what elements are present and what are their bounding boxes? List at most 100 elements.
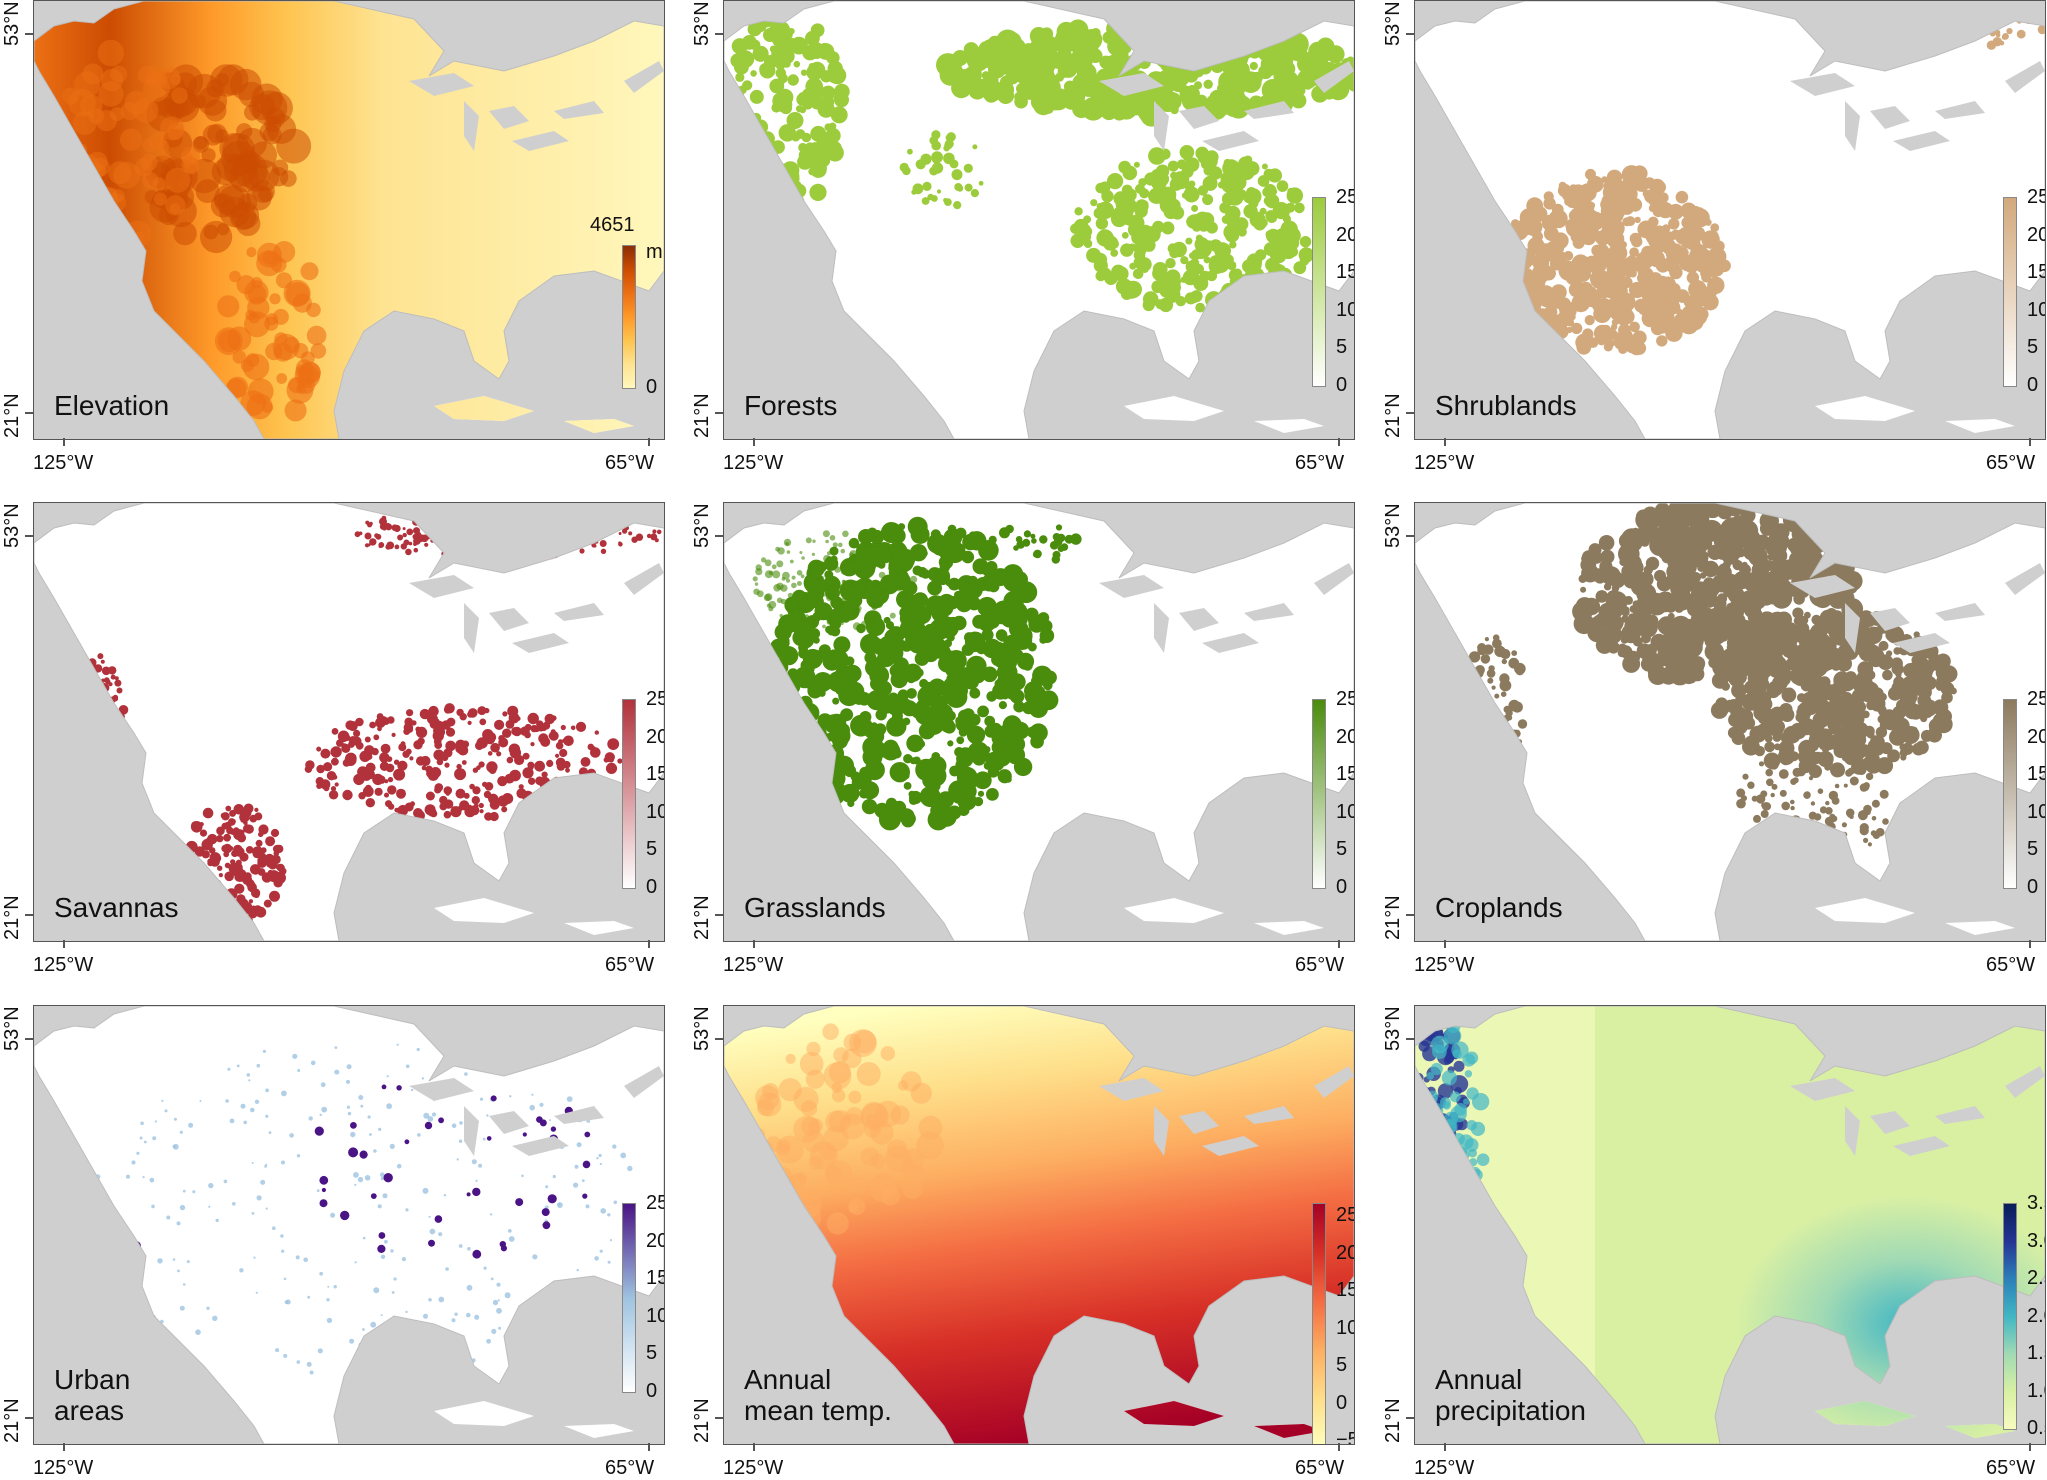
pixel-cluster [805,614,810,619]
pixel-cluster [229,846,234,851]
pixel-cluster [967,726,985,744]
pixel-cluster [759,63,775,79]
pixel-cluster [340,1211,349,1220]
pixel-cluster [801,1117,820,1136]
pixel-cluster [809,62,825,78]
pixel-cluster [1453,1147,1463,1157]
pixel-cluster [1676,191,1689,204]
pixel-cluster [937,189,941,193]
pixel-cluster [1540,252,1547,259]
pixel-cluster [1616,182,1631,197]
pixel-cluster [829,613,834,618]
pixel-cluster [257,1195,262,1200]
pixel-cluster [460,1061,464,1065]
pixel-cluster [456,789,466,799]
colorbar-tick-label: 10 [2027,802,2046,822]
pixel-cluster [100,695,108,703]
pixel-cluster [952,169,963,180]
pixel-cluster [402,751,409,758]
pixel-cluster [793,752,808,767]
pixel-cluster [1828,849,1834,855]
pixel-cluster [1825,549,1840,564]
pixel-cluster [1129,263,1136,270]
pixel-cluster [1774,579,1794,599]
pixel-cluster [1823,847,1829,853]
lon-label-left: 125°W [723,954,783,977]
pixel-cluster [544,784,551,791]
pixel-cluster [1857,753,1863,759]
pixel-cluster [496,1308,502,1314]
pixel-cluster [804,582,809,587]
pixel-cluster [507,757,514,764]
pixel-cluster [501,538,505,542]
pixel-cluster [596,536,600,540]
lat-tick [715,33,723,35]
pixel-cluster [1501,242,1518,259]
pixel-cluster [83,729,89,735]
pixel-cluster [77,702,85,710]
pixel-cluster [327,1286,329,1288]
pixel-cluster [1953,31,1958,36]
pixel-cluster [1596,285,1610,299]
pixel-cluster [1941,14,1946,19]
pixel-cluster [508,532,515,539]
pixel-cluster [264,1165,267,1168]
pixel-cluster [913,183,924,194]
pixel-cluster [68,190,85,207]
pixel-cluster [1216,26,1230,40]
pixel-cluster [2024,10,2032,18]
pixel-cluster [577,1269,579,1271]
pixel-cluster [811,765,820,774]
pixel-cluster [801,70,807,76]
pixel-cluster [1999,13,2005,19]
pixel-cluster [1300,256,1309,265]
pixel-cluster [1886,650,1892,656]
pixel-cluster [479,525,482,528]
pixel-cluster [876,709,887,720]
pixel-cluster [1245,188,1262,205]
pixel-cluster [437,759,444,766]
pixel-cluster [94,1190,97,1193]
pixel-cluster [403,533,407,537]
pixel-cluster [1930,10,1935,15]
pixel-cluster [579,548,584,553]
colorbar-tick-label: 25 [1336,187,1355,207]
pixel-cluster [576,722,586,732]
pixel-cluster [463,508,470,515]
pixel-cluster [1415,1095,1427,1107]
pixel-cluster [977,706,989,718]
pixel-cluster [521,1175,524,1178]
pixel-cluster [115,1243,118,1246]
pixel-cluster [474,1315,479,1320]
pixel-cluster [1622,217,1631,226]
pixel-cluster [1446,1148,1463,1165]
pixel-cluster [1842,822,1847,827]
pixel-cluster [1925,704,1935,714]
pixel-cluster [1633,342,1646,355]
pixel-cluster [1872,800,1880,808]
pixel-cluster [1956,8,1960,12]
pixel-cluster [434,528,440,534]
pixel-cluster [467,711,474,718]
pixel-cluster [491,1278,494,1281]
pixel-cluster [1670,564,1678,572]
pixel-cluster [426,509,432,515]
pixel-cluster [1044,702,1052,710]
pixel-cluster [1415,1132,1429,1148]
pixel-cluster [1195,36,1205,46]
pixel-cluster [1835,784,1840,789]
lat-tick [1406,535,1414,537]
map-area: Shrublands2520151050 [1414,0,2046,440]
pixel-cluster [1804,612,1811,619]
pixel-cluster [538,789,547,798]
pixel-cluster [737,162,747,172]
lon-tick [2029,438,2031,446]
pixel-cluster [787,550,791,554]
pixel-cluster [908,517,928,537]
pixel-cluster [768,601,776,609]
pixel-cluster [972,615,986,629]
pixel-cluster [1751,695,1760,704]
pixel-cluster [342,743,348,749]
pixel-cluster [829,629,832,632]
pixel-cluster [532,1254,537,1259]
